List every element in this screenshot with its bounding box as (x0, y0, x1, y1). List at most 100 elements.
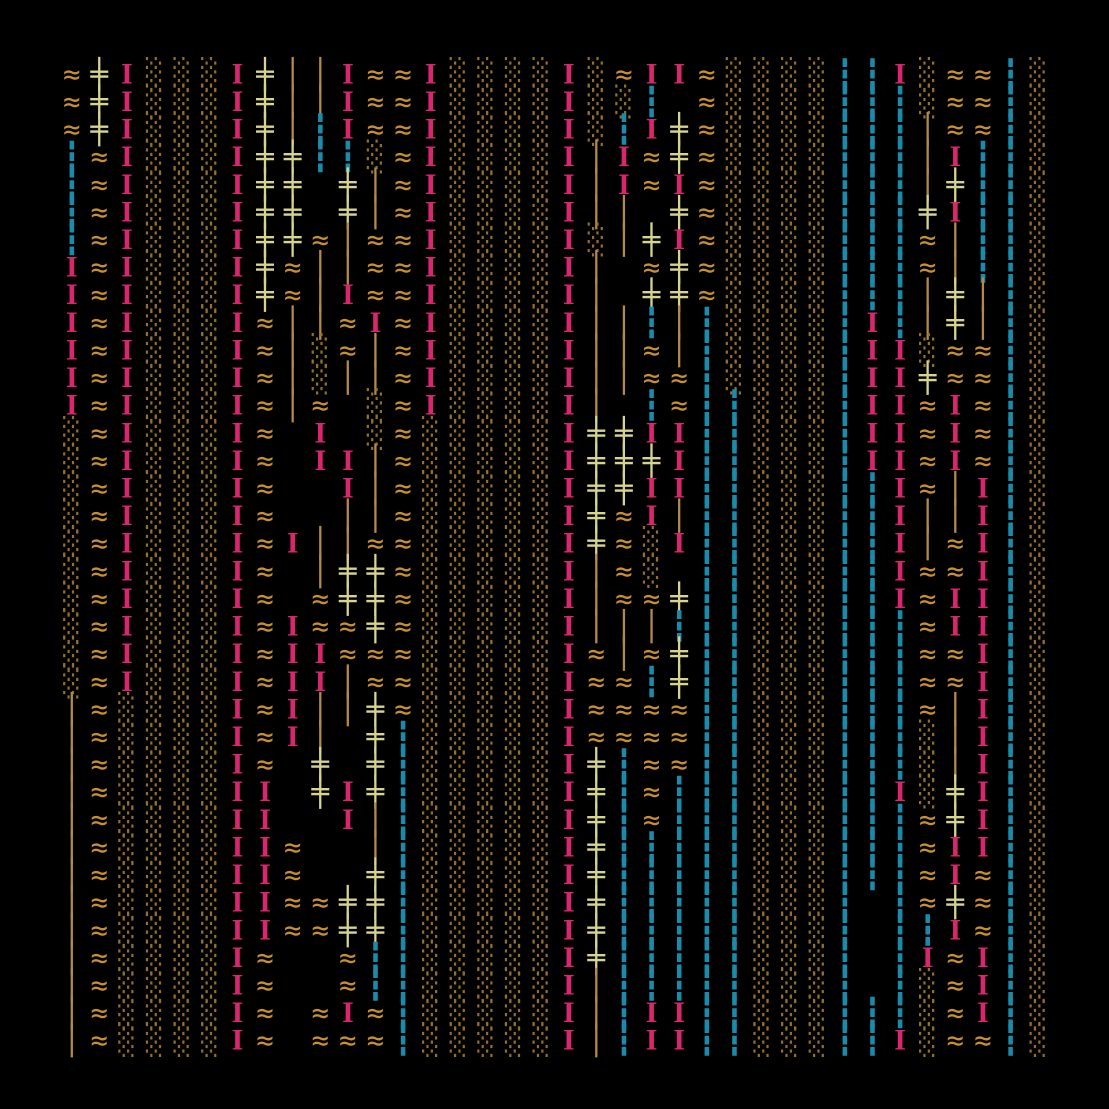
glyph-cell: │ (671, 304, 688, 340)
glyph-cell: ┇ (864, 719, 881, 753)
glyph-cell: ≈ (367, 57, 384, 91)
glyph-cell: ░ (63, 416, 80, 450)
glyph-cell: ┇ (974, 195, 991, 229)
glyph-cell: ┇ (643, 913, 660, 947)
glyph-cell: I (342, 775, 354, 808)
glyph-cell: ≈ (394, 581, 411, 615)
glyph-cell: I (425, 223, 437, 256)
glyph-cell: ░ (753, 305, 770, 339)
glyph-cell: ░ (422, 885, 439, 919)
glyph-cell: ┇ (394, 1023, 411, 1057)
glyph-cell: I (950, 913, 962, 946)
glyph-cell: ░ (505, 609, 522, 643)
glyph-cell: I (232, 582, 244, 615)
glyph-cell: I (867, 306, 879, 339)
glyph-cell: ┇ (726, 388, 743, 422)
glyph-cell: ┇ (698, 581, 715, 615)
glyph-cell: ░ (201, 112, 218, 146)
glyph-cell: ≈ (974, 333, 991, 367)
glyph-cell: ░ (532, 692, 549, 726)
glyph-cell: ╪ (587, 829, 606, 865)
glyph-cell: ┇ (643, 84, 660, 118)
glyph-cell: ░ (146, 278, 163, 312)
glyph-cell: ░ (477, 554, 494, 588)
glyph-cell: ░ (781, 526, 798, 560)
glyph-cell: ┇ (891, 747, 908, 781)
glyph-cell: │ (919, 166, 936, 202)
glyph-cell: I (977, 610, 989, 643)
glyph-cell: ░ (809, 637, 826, 671)
glyph-cell: ░ (118, 830, 135, 864)
glyph-cell: ░ (532, 996, 549, 1030)
glyph-cell: │ (367, 498, 384, 534)
glyph-cell: ░ (174, 940, 191, 974)
glyph-cell: ┇ (367, 968, 384, 1002)
glyph-cell: ░ (450, 913, 467, 947)
glyph-cell: ░ (477, 996, 494, 1030)
glyph-cell: ░ (809, 913, 826, 947)
glyph-cell: ≈ (339, 333, 356, 367)
glyph-cell: ╪ (255, 111, 274, 147)
glyph-cell: I (425, 85, 437, 118)
glyph-cell: ░ (781, 361, 798, 395)
glyph-cell: ┇ (394, 913, 411, 947)
glyph-cell: ░ (809, 57, 826, 91)
glyph-cell: ░ (809, 940, 826, 974)
glyph-cell: ░ (422, 775, 439, 809)
glyph-cell: ░ (1029, 581, 1046, 615)
glyph-cell: │ (671, 498, 688, 534)
glyph-cell: ┇ (891, 637, 908, 671)
glyph-cell: ┇ (726, 526, 743, 560)
glyph-cell: │ (339, 663, 356, 699)
glyph-cell: ░ (201, 1023, 218, 1057)
glyph-cell: │ (63, 967, 80, 1003)
glyph-cell: ░ (505, 940, 522, 974)
glyph-cell: ┇ (836, 940, 853, 974)
glyph-cell: I (121, 306, 133, 339)
glyph-cell: ░ (450, 858, 467, 892)
glyph-cell: I (232, 1024, 244, 1057)
glyph-cell: ░ (726, 333, 743, 367)
glyph-cell: ░ (532, 499, 549, 533)
glyph-cell: ░ (146, 692, 163, 726)
glyph-cell: ┇ (615, 830, 632, 864)
glyph-cell: ░ (532, 443, 549, 477)
glyph-cell: ░ (422, 692, 439, 726)
glyph-cell: ░ (643, 554, 660, 588)
glyph-cell: ┇ (671, 609, 688, 643)
glyph-cell: I (673, 527, 685, 560)
glyph-cell: ≈ (394, 554, 411, 588)
glyph-cell: ░ (201, 195, 218, 229)
glyph-cell: ┇ (974, 167, 991, 201)
glyph-cell: ░ (422, 913, 439, 947)
glyph-cell: ┇ (864, 858, 881, 892)
glyph-cell: │ (588, 304, 605, 340)
glyph-cell: ░ (781, 140, 798, 174)
glyph-cell: ≈ (394, 637, 411, 671)
glyph-cell: ┇ (836, 305, 853, 339)
glyph-cell: ░ (146, 747, 163, 781)
glyph-cell: │ (671, 332, 688, 368)
glyph-cell: ┇ (974, 222, 991, 256)
glyph-cell: ┇ (891, 719, 908, 753)
glyph-cell: ≈ (947, 554, 964, 588)
glyph-cell: ░ (781, 305, 798, 339)
glyph-cell: ░ (174, 471, 191, 505)
glyph-cell: I (673, 444, 685, 477)
glyph-cell: ░ (781, 940, 798, 974)
glyph-cell: ┇ (339, 140, 356, 174)
glyph-cell: ░ (174, 775, 191, 809)
glyph-cell: ≈ (947, 57, 964, 91)
glyph-cell: ≈ (615, 581, 632, 615)
glyph-cell: ≈ (91, 719, 108, 753)
glyph-cell: ≈ (312, 996, 329, 1030)
glyph-cell: ░ (367, 140, 384, 174)
glyph-cell: ≈ (394, 333, 411, 367)
glyph-cell: ░ (753, 1023, 770, 1057)
glyph-cell: ░ (174, 858, 191, 892)
glyph-cell: ┇ (891, 913, 908, 947)
glyph-cell: ≈ (394, 140, 411, 174)
glyph-cell: ≈ (367, 278, 384, 312)
glyph-cell: I (563, 968, 575, 1001)
glyph-cell: ┇ (1002, 222, 1019, 256)
